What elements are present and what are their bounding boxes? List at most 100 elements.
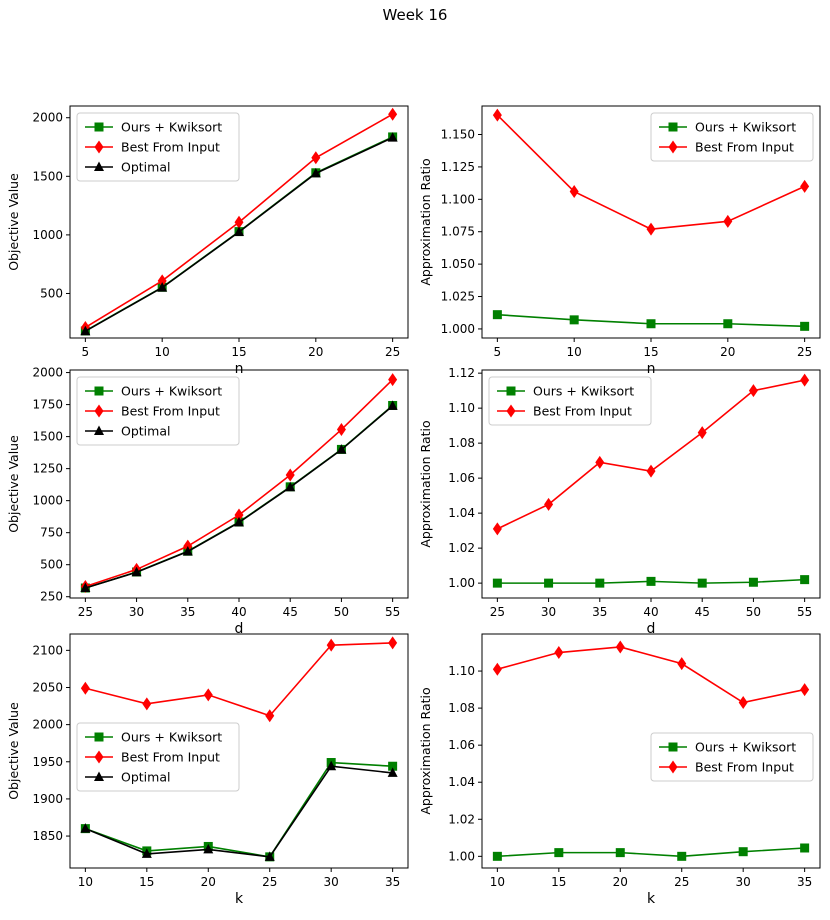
x-tick-label: 35 xyxy=(385,875,400,889)
y-tick-label: 1.08 xyxy=(448,436,475,450)
y-tick-label: 1.00 xyxy=(448,849,475,863)
figure-title: Week 16 xyxy=(382,6,448,24)
data-point xyxy=(748,577,758,587)
data-point xyxy=(800,575,810,585)
y-tick-label: 1.050 xyxy=(441,257,475,271)
data-point xyxy=(738,847,748,857)
data-point xyxy=(234,226,244,236)
x-tick-label: 30 xyxy=(736,875,751,889)
subplot-3: 25 30 35 40 45 50 55 250 500 750 1000 1250 1500 1750 2… xyxy=(6,366,409,637)
legend-marker xyxy=(94,750,104,764)
legend: Ours + Kwiksort Best From Input Optimal xyxy=(76,722,240,792)
y-axis-label: Objective Value xyxy=(6,702,21,800)
data-point xyxy=(131,566,142,577)
data-point xyxy=(554,848,564,858)
data-point xyxy=(285,481,296,492)
data-point xyxy=(697,578,707,588)
x-tick-label: 25 xyxy=(674,875,689,889)
data-point xyxy=(336,444,347,454)
x-tick-label: 25 xyxy=(385,345,400,359)
data-point xyxy=(388,761,398,771)
data-point xyxy=(387,132,398,142)
legend-marker xyxy=(94,404,104,418)
x-tick-label: 50 xyxy=(746,605,761,619)
x-tick-label: 15 xyxy=(643,345,658,359)
y-axis-label: Objective Value xyxy=(6,435,21,533)
x-tick-label: 10 xyxy=(567,345,582,359)
y-tick-label: 250 xyxy=(40,590,63,604)
legend-marker xyxy=(506,386,516,396)
y-tick-label: 1.06 xyxy=(448,471,475,485)
data-point xyxy=(677,657,687,671)
legend-box xyxy=(650,732,814,782)
data-point xyxy=(336,423,346,437)
data-point xyxy=(203,843,214,854)
legend-marker xyxy=(94,122,104,132)
legend-label: Ours + Kwiksort xyxy=(695,740,796,755)
x-tick-label: 45 xyxy=(695,605,710,619)
data-point xyxy=(80,681,90,695)
x-tick-label: 10 xyxy=(78,875,93,889)
data-point xyxy=(326,638,336,652)
y-tick-label: 1000 xyxy=(32,228,63,242)
legend-marker xyxy=(94,425,104,435)
y-tick-label: 1.06 xyxy=(448,738,475,752)
x-tick-label: 20 xyxy=(613,875,628,889)
data-point xyxy=(800,179,810,193)
axes-frame xyxy=(481,633,821,869)
y-axis-label: Approximation Ratio xyxy=(418,158,433,285)
x-tick-label: 45 xyxy=(283,605,298,619)
x-axis-label: n xyxy=(235,361,244,377)
y-tick-label: 1.02 xyxy=(448,812,475,826)
x-tick-label: 30 xyxy=(324,875,339,889)
data-point xyxy=(492,578,502,588)
data-point xyxy=(646,319,656,329)
y-tick-label: 500 xyxy=(40,286,63,300)
legend-label: Best From Input xyxy=(695,140,794,155)
legend-label: Ours + Kwiksort xyxy=(533,384,634,399)
legend: Ours + Kwiksort Best From Input Optimal xyxy=(76,112,240,182)
legend-marker xyxy=(668,742,678,752)
subplot-4: 25 30 35 40 45 50 55 1.00 1.02 1.04 1.06 1.08 1.10 1.… xyxy=(418,366,821,637)
data-point xyxy=(595,455,605,469)
series-line xyxy=(85,642,393,717)
data-point xyxy=(697,426,707,440)
data-point xyxy=(326,760,337,771)
data-point xyxy=(554,646,564,660)
legend: Ours + Kwiksort Best From Input Optimal xyxy=(76,376,240,446)
x-axis-label: d xyxy=(647,621,656,637)
y-tick-label: 2000 xyxy=(32,718,63,732)
legend-label: Best From Input xyxy=(121,404,220,419)
legend-marker xyxy=(94,161,104,171)
data-point xyxy=(615,640,625,654)
y-tick-label: 1.00 xyxy=(448,576,475,590)
legend-box xyxy=(650,112,814,162)
data-point xyxy=(723,214,733,228)
x-tick-label: 25 xyxy=(78,605,93,619)
x-tick-label: 55 xyxy=(385,605,400,619)
x-tick-label: 20 xyxy=(308,345,323,359)
data-point xyxy=(544,497,554,511)
x-axis-label: n xyxy=(647,361,656,377)
data-point xyxy=(800,843,810,853)
data-point xyxy=(492,851,502,861)
legend-marker xyxy=(668,760,678,774)
data-point xyxy=(264,851,275,861)
data-point xyxy=(285,468,295,482)
x-tick-label: 10 xyxy=(155,345,170,359)
series-line xyxy=(85,761,393,858)
data-point xyxy=(141,848,152,858)
legend-label: Optimal xyxy=(121,160,170,175)
x-tick-label: 5 xyxy=(494,345,502,359)
y-tick-label: 500 xyxy=(40,558,63,572)
legend-label: Ours + Kwiksort xyxy=(121,730,222,745)
data-point xyxy=(265,709,275,723)
x-axis-label: k xyxy=(235,891,244,907)
y-tick-label: 2100 xyxy=(32,643,63,657)
data-point xyxy=(388,636,398,650)
axes-frame xyxy=(69,633,409,869)
legend-label: Ours + Kwiksort xyxy=(121,384,222,399)
data-point xyxy=(646,222,656,236)
data-point xyxy=(569,185,579,199)
